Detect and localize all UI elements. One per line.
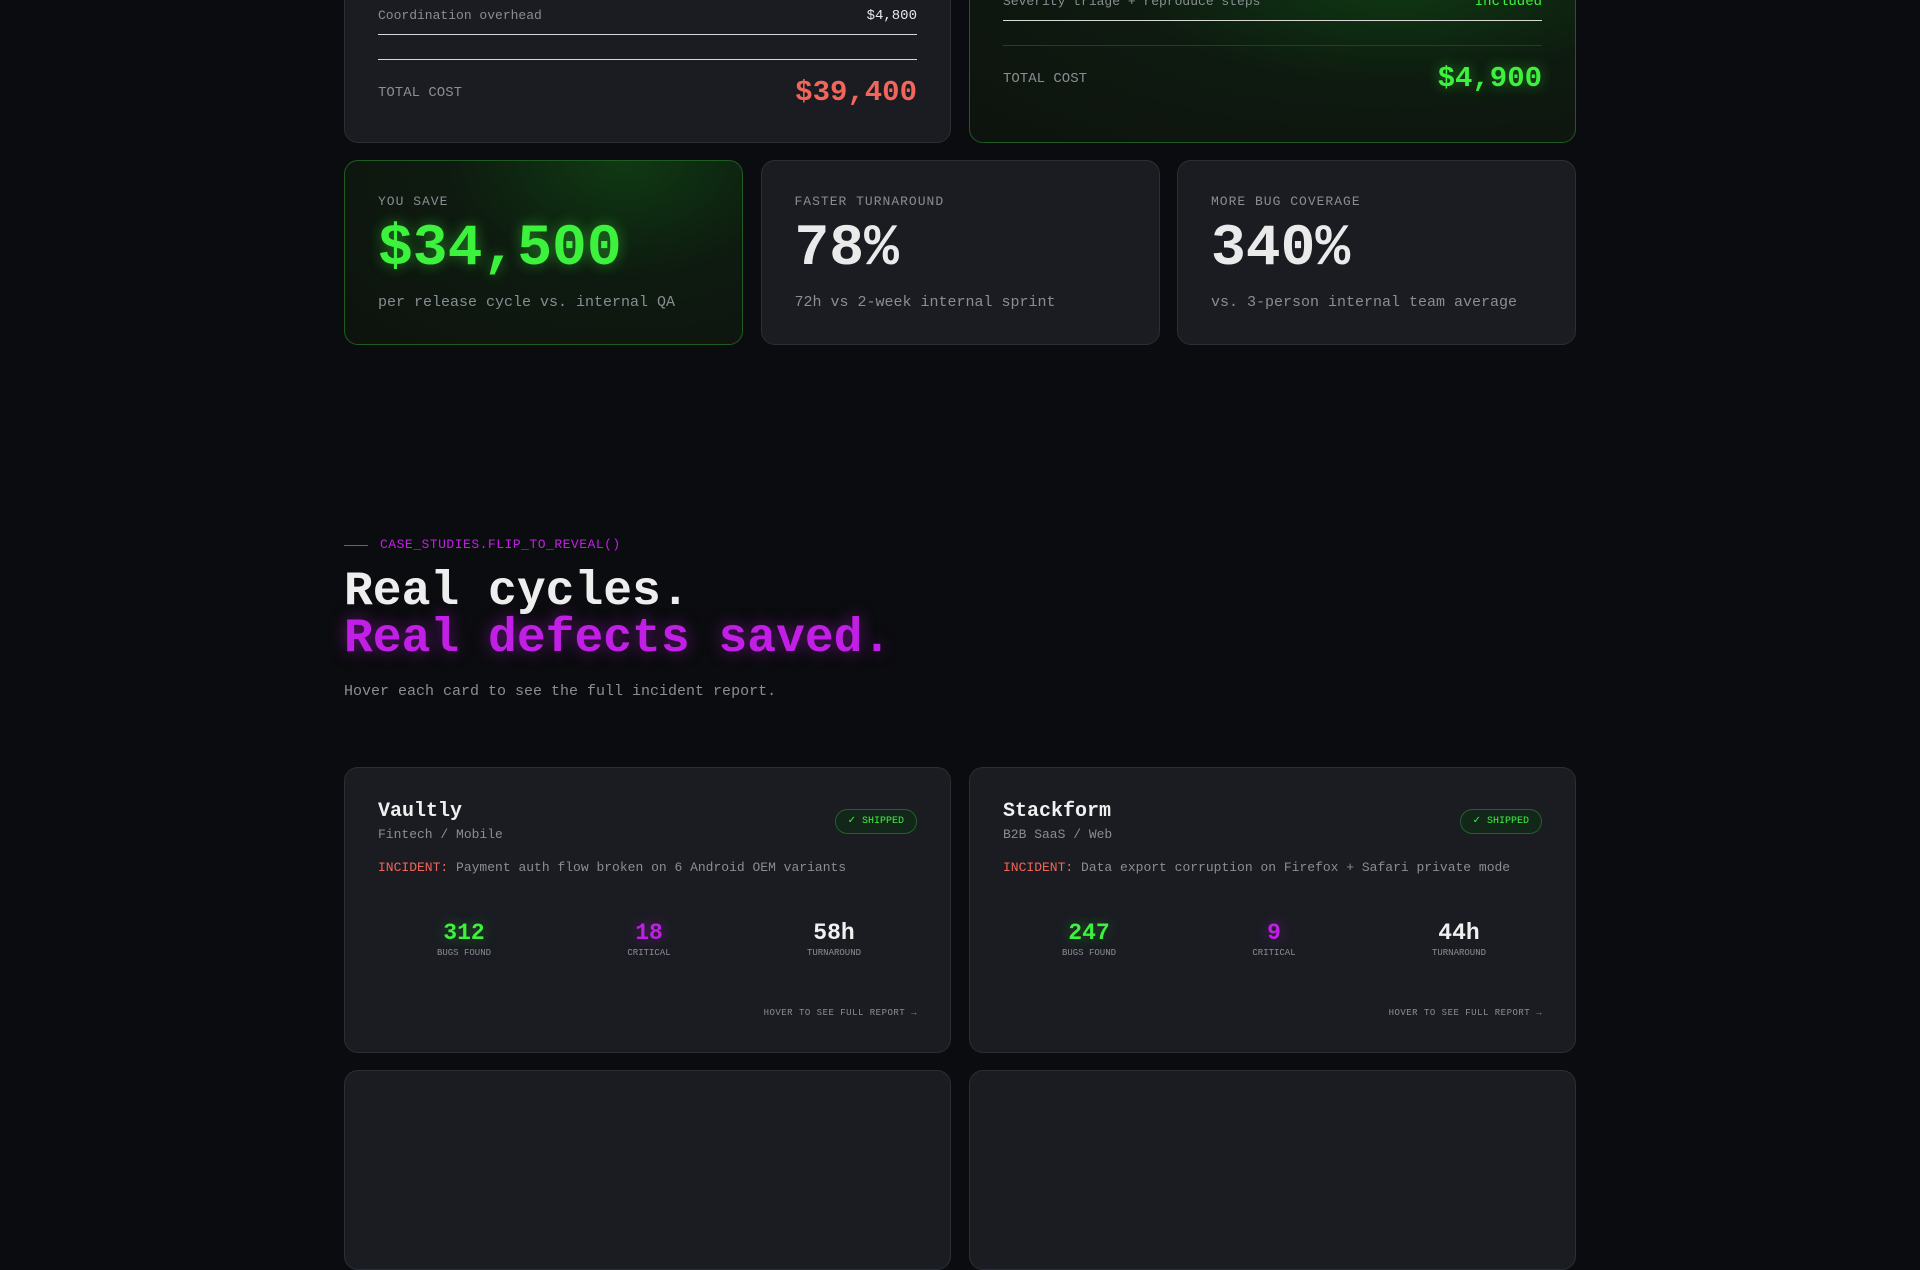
highlight-note: per release cycle vs. internal QA [378, 294, 676, 311]
total-value: $4,900 [1437, 62, 1542, 95]
incident-text: Payment auth flow broken on 6 Android OE… [456, 860, 847, 875]
total-label: TOTAL COST [378, 85, 463, 101]
highlight-label: MORE BUG COVERAGE [1211, 194, 1361, 209]
incident-label: INCIDENT: [1003, 860, 1074, 875]
stat-value: 58h [813, 920, 855, 946]
highlight-value: 340% [1211, 217, 1351, 282]
highlight-value: $34,500 [378, 217, 622, 282]
incident-label: INCIDENT: [378, 860, 449, 875]
highlight-note: 72h vs 2-week internal sprint [794, 294, 1056, 311]
case-stat: 312 BUGS FOUND [384, 920, 544, 958]
section-subtitle: Hover each card to see the full incident… [344, 683, 777, 700]
total-label: TOTAL COST [1003, 71, 1088, 87]
highlight-card: YOU SAVE $34,500 per release cycle vs. int… [344, 160, 743, 345]
heading-line1: Real cycles. [344, 565, 690, 619]
stat-label: BUGS FOUND [436, 948, 491, 958]
highlight-label: YOU SAVE [378, 194, 449, 209]
stat-value: 312 [443, 920, 485, 946]
stat-value: 9 [1267, 920, 1281, 946]
cta: HOVER TO SEE FULL REPORT → [763, 1008, 917, 1018]
incident: INCIDENT: Data export corruption on Fire… [1003, 860, 1510, 875]
incident-text: Data export corruption on Firefox + Safa… [1081, 860, 1511, 875]
eyebrow-line [344, 545, 368, 546]
case-card[interactable]: Stackform B2B SaaS / Web ✓ SHIPPED INCIDENT… [969, 767, 1576, 1053]
stat-label: TURNAROUND [1431, 948, 1486, 958]
case-stat: 58h TURNAROUND [754, 920, 914, 958]
divider [1003, 20, 1542, 21]
case-stat: 9 CRITICAL [1194, 920, 1354, 958]
case-stat: 247 BUGS FOUND [1009, 920, 1169, 958]
case-name: Vaultly [378, 800, 463, 823]
highlight-card: FASTER TURNAROUND 78% 72h vs 2-week intern… [760, 160, 1160, 345]
case-segment: Fintech / Mobile [378, 827, 503, 842]
divider [1003, 45, 1542, 46]
highlight-value: 78% [794, 217, 899, 282]
status-badge: ✓ SHIPPED [1459, 809, 1542, 834]
heading-line2: Real defects saved. [344, 612, 892, 666]
row-label: Severity triage + reproduce steps [1003, 0, 1261, 9]
case-stat: 44h TURNAROUND [1379, 920, 1539, 958]
incident: INCIDENT: Payment auth flow broken on 6 … [378, 860, 846, 875]
stat-label: CRITICAL [627, 948, 671, 958]
row-value: $4,800 [866, 8, 917, 24]
cost-card: Coordination overhead $4,800 TOTAL COST $39… [344, 0, 951, 143]
case-name: Stackform [1003, 800, 1112, 823]
cta: HOVER TO SEE FULL REPORT → [1388, 1008, 1542, 1018]
stat-value: 247 [1068, 920, 1110, 946]
page: {"cost_comparison":{ "internal":{"rows":… [344, 0, 1576, 1270]
total-value: $39,400 [795, 76, 917, 109]
highlight-note: vs. 3-person internal team average [1211, 294, 1518, 311]
case-card[interactable]: Vaultly Fintech / Mobile ✓ SHIPPED INCIDENT… [344, 767, 951, 1053]
case-card-next [969, 1070, 1576, 1270]
case-card-next [344, 1070, 951, 1270]
case-segment: B2B SaaS / Web [1003, 827, 1113, 842]
status-badge: ✓ SHIPPED [834, 809, 917, 834]
cost-card: Severity triage + reproduce steps Include… [969, 0, 1576, 143]
stat-label: TURNAROUND [806, 948, 861, 958]
row-value: Included [1474, 0, 1542, 10]
stat-value: 18 [635, 920, 663, 946]
divider [378, 59, 917, 60]
case-stat: 18 CRITICAL [569, 920, 729, 958]
divider [378, 34, 917, 35]
highlight-label: FASTER TURNAROUND [794, 194, 945, 209]
stat-label: CRITICAL [1252, 948, 1296, 958]
stat-label: BUGS FOUND [1061, 948, 1116, 958]
stat-value: 44h [1438, 920, 1480, 946]
highlight-card: MORE BUG COVERAGE 340% vs. 3-person intern… [1177, 160, 1576, 345]
row-label: Coordination overhead [378, 8, 542, 23]
eyebrow: CASE_STUDIES.FLIP_TO_REVEAL() [380, 537, 621, 552]
